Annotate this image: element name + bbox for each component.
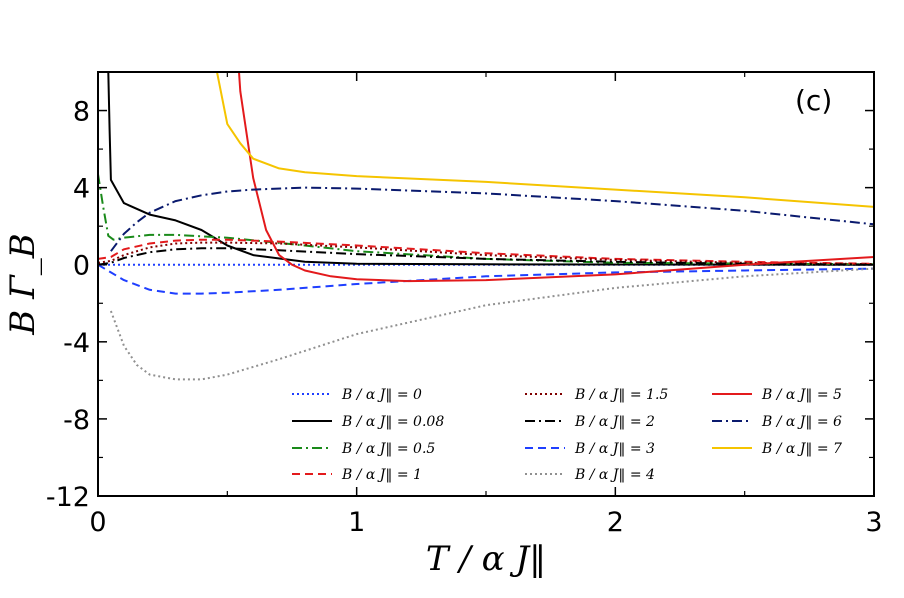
legend-label: B / α J‖ = 1.5 — [574, 387, 668, 403]
x-tick-label: 1 — [348, 507, 365, 538]
y-tick-label: 8 — [73, 97, 90, 128]
series-line — [98, 173, 874, 266]
y-tick-label: 4 — [73, 174, 90, 205]
series-line — [110, 186, 874, 252]
series-line — [98, 263, 874, 295]
series-line — [98, 247, 874, 266]
legend-label: B / α J‖ = 2 — [574, 414, 655, 430]
legend-label: B / α J‖ = 3 — [574, 441, 655, 457]
legend-label: B / α J‖ = 1 — [341, 467, 422, 483]
legend-label: B / α J‖ = 5 — [761, 387, 842, 403]
legend-label: B / α J‖ = 0 — [341, 387, 422, 403]
x-tick-label: 3 — [865, 507, 882, 538]
x-axis-title: T / α J‖ — [426, 539, 546, 579]
x-tick-label: 2 — [607, 507, 624, 538]
panel-label: (c) — [795, 84, 832, 117]
x-tick-label: 0 — [89, 507, 106, 538]
legend-label: B / α J‖ = 7 — [761, 441, 842, 457]
legend-label: B / α J‖ = 0.08 — [341, 414, 444, 430]
series-line — [238, 72, 874, 283]
y-tick-label: -12 — [46, 482, 90, 513]
series-line — [216, 72, 874, 208]
y-tick-label: 0 — [73, 251, 90, 282]
legend-label: B / α J‖ = 4 — [574, 467, 655, 483]
series-line — [98, 241, 874, 266]
legend-label: B / α J‖ = 6 — [761, 414, 842, 430]
legend-label: B / α J‖ = 0.5 — [341, 441, 435, 457]
series-line — [109, 267, 874, 381]
legend: B / α J‖ = 0 B / α J‖ = 0.08 B / α J‖ = 0.… — [292, 387, 842, 483]
y-axis-title: B Γ_B — [3, 233, 43, 335]
y-tick-label: -4 — [63, 328, 90, 359]
y-tick-label: -8 — [63, 405, 90, 436]
plot-frame — [97, 71, 875, 497]
series-line — [107, 72, 874, 266]
series-line — [98, 238, 874, 265]
